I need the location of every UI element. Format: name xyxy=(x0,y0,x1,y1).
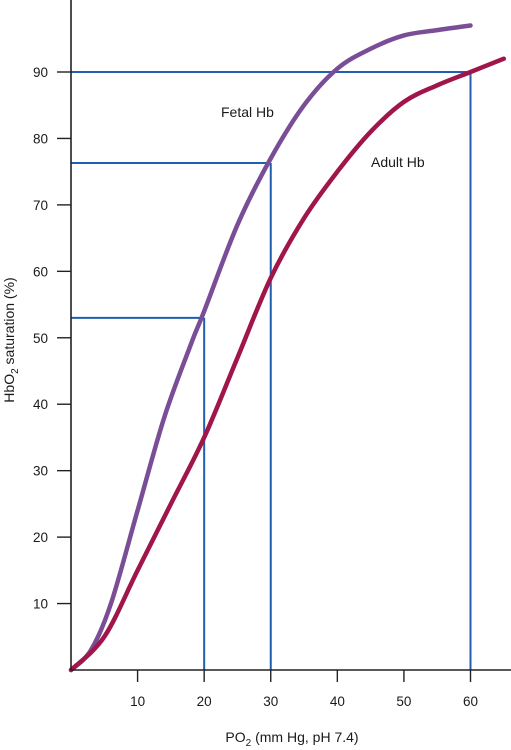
axes: 10 20 30 40 50 60 70 80 90 10 20 30 40 50 60 xyxy=(33,0,511,709)
curve-fetal-hb xyxy=(68,23,473,673)
y-tick-label: 30 xyxy=(33,464,48,479)
x-tick-label: 30 xyxy=(263,694,278,709)
series-label-1: Adult Hb xyxy=(371,154,425,170)
y-tick-label: 20 xyxy=(33,530,48,545)
series-label-0: Fetal Hb xyxy=(221,104,274,120)
x-tick-label: 40 xyxy=(330,694,345,709)
y-tick-label: 50 xyxy=(33,331,48,346)
y-tick-label: 60 xyxy=(33,264,48,279)
curve-adult-hb xyxy=(68,56,507,673)
y-axis-label: HbO2 saturation (%) xyxy=(1,277,21,402)
x-tick-label: 50 xyxy=(396,694,411,709)
labels: Fetal Hb Adult Hb PO2 (mm Hg, pH 7.4) HbO2 … xyxy=(1,104,425,749)
x-tick-label: 60 xyxy=(463,694,478,709)
curves xyxy=(68,23,507,673)
y-tick-label: 90 xyxy=(33,65,48,80)
y-tick-label: 10 xyxy=(33,597,48,612)
reference-lines xyxy=(71,71,472,670)
y-tick-label: 70 xyxy=(33,198,48,213)
x-axis-label: PO2 (mm Hg, pH 7.4) xyxy=(225,729,358,749)
x-tick-label: 20 xyxy=(197,694,212,709)
y-tick-label: 80 xyxy=(33,131,48,146)
y-tick-label: 40 xyxy=(33,397,48,412)
x-tick-label: 10 xyxy=(130,694,145,709)
